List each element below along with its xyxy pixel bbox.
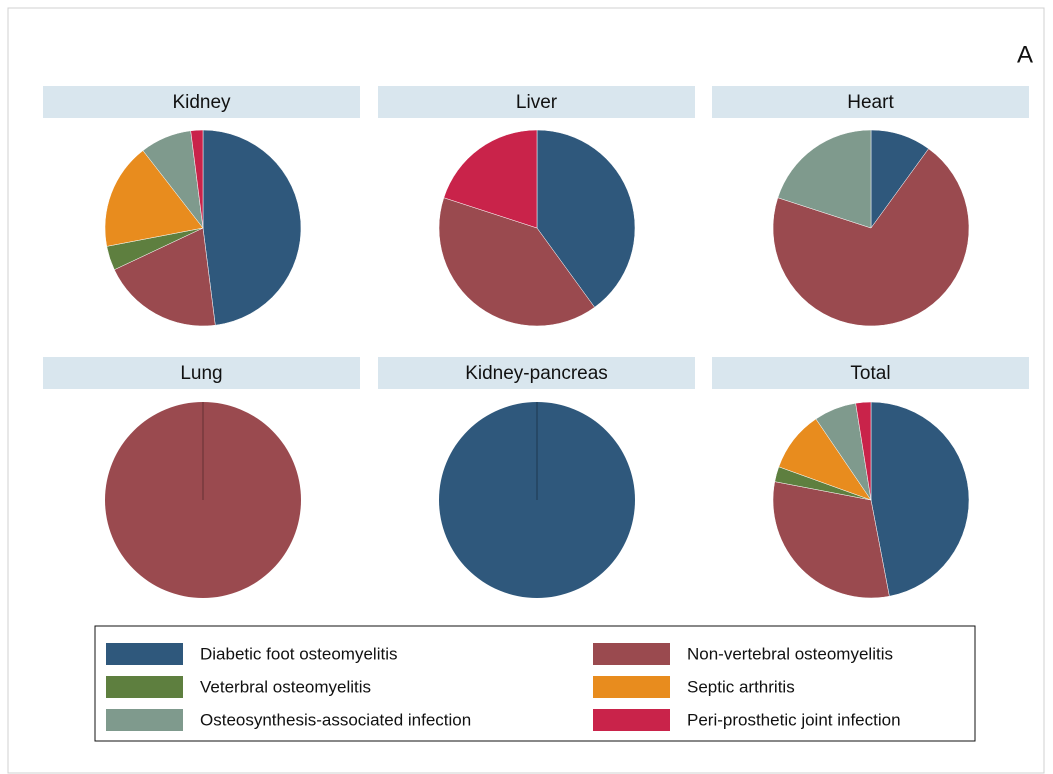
legend-swatch bbox=[106, 643, 183, 665]
pie-slice bbox=[105, 402, 301, 598]
legend-label: Septic arthritis bbox=[687, 677, 795, 696]
legend-swatch bbox=[593, 709, 670, 731]
pie-slice bbox=[870, 401, 970, 597]
panel-title-bar bbox=[712, 357, 1029, 389]
pie-slice bbox=[113, 227, 216, 327]
pie-slice bbox=[855, 401, 872, 501]
panel-label: A bbox=[1017, 41, 1033, 68]
pie-slice bbox=[202, 129, 302, 326]
panel-title-bar bbox=[712, 86, 1029, 118]
legend bbox=[94, 625, 976, 742]
legend-swatch bbox=[593, 643, 670, 665]
pie-slice bbox=[536, 129, 636, 308]
pie-slice bbox=[438, 197, 595, 327]
panel-title-bar bbox=[378, 86, 695, 118]
panel-title: Lung bbox=[180, 363, 222, 384]
panel-title: Liver bbox=[516, 92, 558, 113]
pie-slice bbox=[104, 150, 204, 247]
pie-slice bbox=[443, 129, 538, 229]
panel-title-bar bbox=[43, 86, 360, 118]
pie-slice bbox=[190, 129, 204, 229]
legend-label: Osteosynthesis-associated infection bbox=[200, 710, 471, 729]
pie-slice bbox=[772, 148, 970, 327]
pie-slice bbox=[772, 481, 890, 599]
legend-swatch bbox=[106, 676, 183, 698]
panel-title: Heart bbox=[847, 92, 894, 113]
panel-title: Total bbox=[850, 363, 890, 384]
panel-title-bar bbox=[43, 357, 360, 389]
legend-label: Non-vertebral osteomyelitis bbox=[687, 644, 893, 663]
legend-label: Peri-prosthetic joint infection bbox=[687, 710, 901, 729]
panel-title: Kidney bbox=[172, 92, 231, 113]
panel-title: Kidney-pancreas bbox=[465, 363, 608, 384]
legend-label: Diabetic foot osteomyelitis bbox=[200, 644, 397, 663]
panel-title-bar bbox=[378, 357, 695, 389]
pie-slice bbox=[439, 402, 635, 598]
legend-swatch bbox=[106, 709, 183, 731]
legend-swatch bbox=[593, 676, 670, 698]
pie-slice bbox=[777, 129, 872, 229]
legend-label: Veterbral osteomyelitis bbox=[200, 677, 371, 696]
